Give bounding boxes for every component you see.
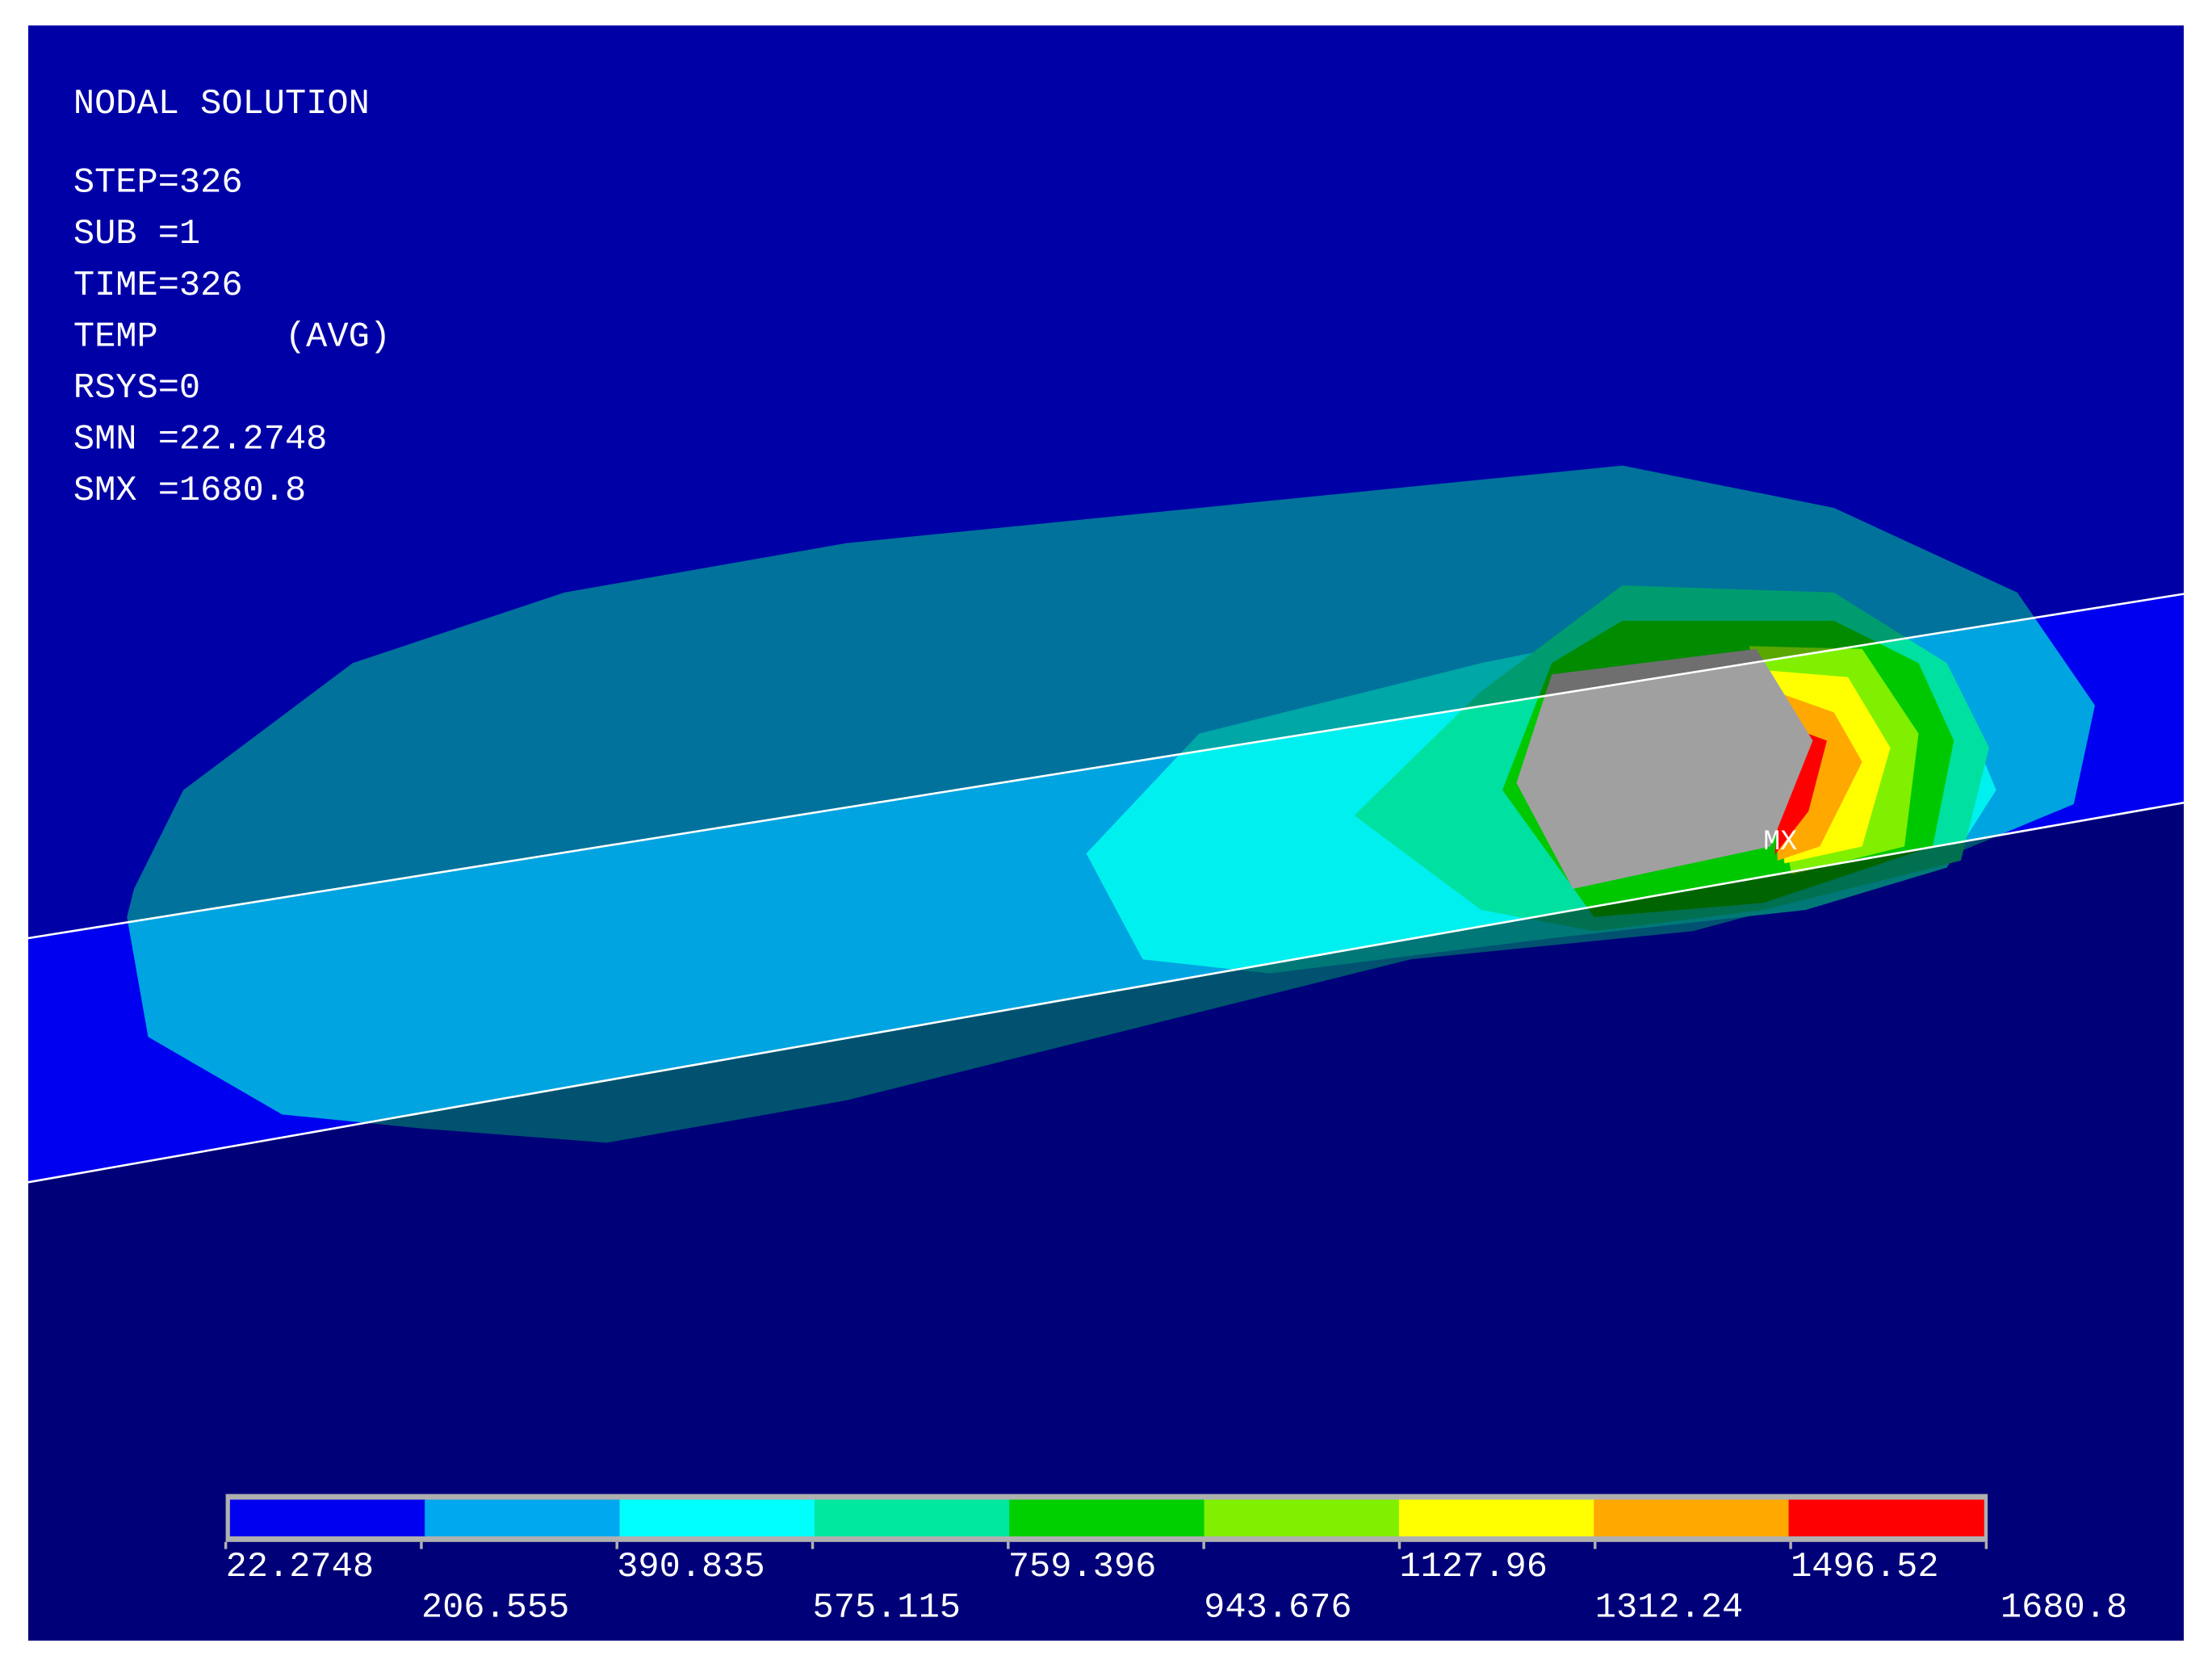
legend-swatch <box>229 1499 426 1536</box>
legend-label: 206.555 <box>421 1588 569 1628</box>
legend-label: 390.835 <box>617 1548 765 1587</box>
info-line: SMX =1680.8 <box>73 472 306 511</box>
max-region <box>1516 648 1813 889</box>
info-line: SMN =22.2748 <box>73 421 328 460</box>
legend-swatch <box>1594 1499 1790 1536</box>
info-title: NODAL SOLUTION <box>73 85 370 124</box>
legend-swatch <box>814 1499 1011 1536</box>
legend-label: 22.2748 <box>226 1548 374 1587</box>
legend-label: 1496.52 <box>1791 1548 1938 1587</box>
max-marker: MX <box>1763 827 1797 858</box>
legend-swatch <box>425 1499 621 1536</box>
legend-label: 759.396 <box>1008 1548 1156 1587</box>
legend-swatch <box>1398 1499 1595 1536</box>
info-line: TIME=326 <box>73 266 243 306</box>
legend-swatch <box>619 1499 815 1536</box>
legend-label: 1312.24 <box>1595 1588 1743 1628</box>
info-line: SUB =1 <box>73 215 200 254</box>
shade-above-plate <box>27 25 2185 938</box>
info-line: RSYS=0 <box>73 369 200 409</box>
legend: 22.2748 206.555 390.835 575.115 759.396 943.6… <box>224 1494 2127 1628</box>
legend-label: 575.115 <box>813 1588 961 1628</box>
shade-below-plate <box>27 803 2185 1641</box>
legend-swatch <box>1788 1499 1984 1536</box>
legend-label: 1127.96 <box>1399 1548 1547 1587</box>
legend-label: 943.676 <box>1204 1588 1351 1628</box>
legend-swatch <box>1204 1499 1400 1536</box>
legend-swatch <box>1009 1499 1205 1536</box>
info-line: TEMP (AVG) <box>73 317 391 357</box>
legend-label: 1680.8 <box>2000 1588 2127 1628</box>
plate-edge <box>27 593 2185 940</box>
info-block: STEP=326 SUB =1 TIME=326 TEMP (AVG) RSYS=0 SM… <box>73 164 391 512</box>
plate-edge <box>27 801 2185 1184</box>
info-line: STEP=326 <box>73 164 243 203</box>
